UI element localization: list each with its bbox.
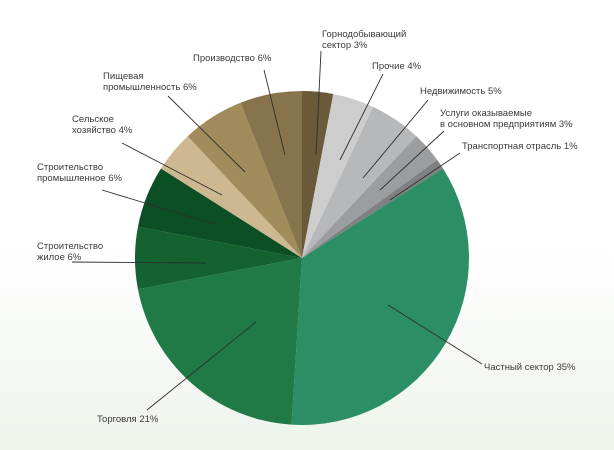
slice-labels: Горнодобывающий сектор 3% Прочие 4% Недвижи… xyxy=(37,29,578,425)
slice-label-line: Торговля 21% xyxy=(97,414,159,425)
slice-label-line: Сельское xyxy=(72,114,114,125)
leader-line xyxy=(315,50,322,156)
pie-slice xyxy=(302,136,438,258)
pie-slice xyxy=(240,91,302,258)
slice-label-line: промышленность 6% xyxy=(103,82,197,93)
slice-label: Производство 6% xyxy=(193,53,272,64)
pie-slice xyxy=(302,93,374,259)
slice-label: Сельское хозяйство 4% xyxy=(72,114,133,136)
slice-label-line: Частный сектор 35% xyxy=(484,362,576,373)
slice-label: Пищевая промышленность 6% xyxy=(103,71,197,93)
slice-label: Прочие 4% xyxy=(372,61,422,72)
slice-label: Услуги оказываемые в основном предприятия… xyxy=(440,108,573,130)
leader-line xyxy=(263,69,286,156)
slice-label-line: Пищевая xyxy=(103,71,144,82)
slice-label: Строительство промышленное 6% xyxy=(37,162,123,184)
leader-line xyxy=(379,130,445,191)
slice-label-line: Горнодобывающий xyxy=(322,29,406,40)
slice-label-line: сектор 3% xyxy=(322,40,368,51)
pie-slice xyxy=(135,226,302,290)
leader-line xyxy=(146,321,257,411)
slice-label: Частный сектор 35% xyxy=(484,362,576,373)
pie-slice xyxy=(302,91,334,258)
slice-label-line: Услуги оказываемые xyxy=(440,108,532,119)
leader-line xyxy=(121,142,223,196)
leader-line xyxy=(101,189,215,225)
pie-slice xyxy=(302,106,417,258)
slice-label: Строительство жилое 6% xyxy=(37,241,103,263)
pie-slice xyxy=(291,168,469,425)
leader-line xyxy=(389,152,461,201)
leader-line xyxy=(387,304,483,365)
pie-slice xyxy=(161,136,302,258)
slice-label-line: Строительство xyxy=(37,241,103,252)
pie-slice xyxy=(187,102,302,258)
pie-slices xyxy=(135,91,469,425)
pie-slice xyxy=(137,168,302,258)
leader-line xyxy=(362,99,429,179)
slice-label-line: хозяйство 4% xyxy=(72,125,133,136)
slice-label-line: Производство 6% xyxy=(193,53,272,64)
slice-label-line: Транспортная отрасль 1% xyxy=(462,141,578,152)
pie-slice xyxy=(302,159,443,258)
slice-label-line: в основном предприятиям 3% xyxy=(440,119,573,130)
slice-label: Транспортная отрасль 1% xyxy=(462,141,578,152)
slice-label: Торговля 21% xyxy=(97,414,159,425)
leader-line xyxy=(167,95,246,173)
leader-line xyxy=(71,261,207,264)
slice-label: Горнодобывающий сектор 3% xyxy=(322,29,406,51)
pie-slice xyxy=(137,258,302,425)
slice-label-line: промышленное 6% xyxy=(37,173,123,184)
slice-label-line: Строительство xyxy=(37,162,103,173)
slice-label: Недвижимость 5% xyxy=(420,86,502,97)
slice-label-line: Недвижимость 5% xyxy=(420,86,502,97)
slice-label-line: Прочие 4% xyxy=(372,61,422,72)
slice-label-line: жилое 6% xyxy=(37,252,82,263)
leader-lines xyxy=(71,50,483,411)
leader-line xyxy=(339,73,384,161)
